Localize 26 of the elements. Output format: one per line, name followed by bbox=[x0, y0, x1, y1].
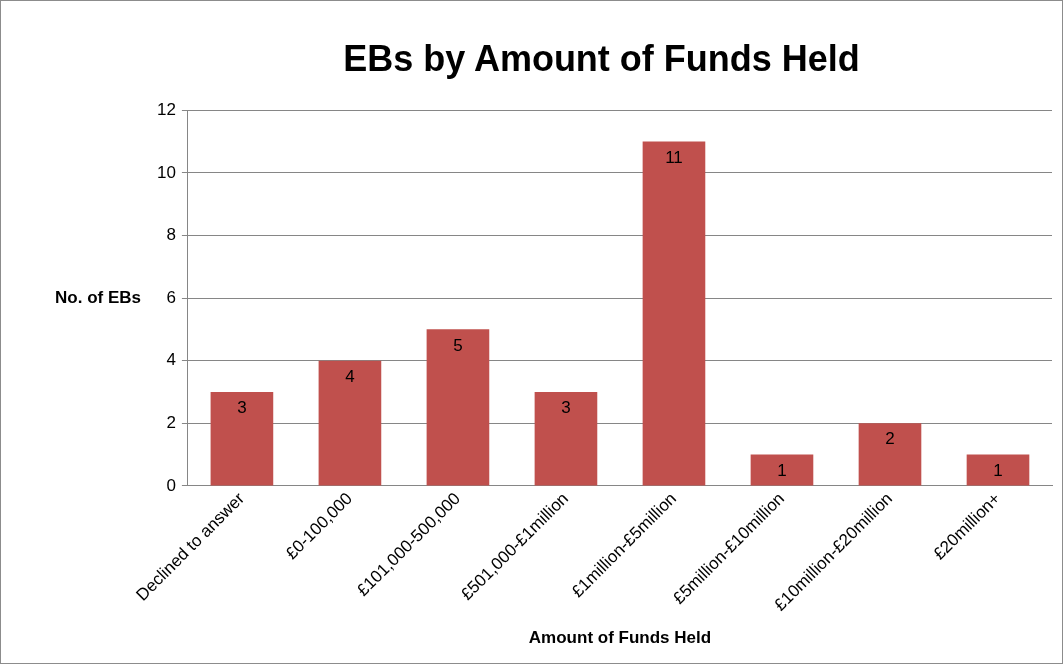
data-label: 1 bbox=[777, 460, 787, 480]
y-tick-label: 4 bbox=[166, 350, 176, 370]
y-tick-label: 10 bbox=[156, 162, 176, 182]
y-tick-label: 2 bbox=[166, 412, 176, 432]
bar bbox=[642, 141, 706, 486]
bar bbox=[534, 391, 598, 486]
bar bbox=[966, 454, 1030, 486]
bar bbox=[858, 423, 922, 486]
data-label: 3 bbox=[561, 398, 571, 418]
y-tick-label: 8 bbox=[166, 225, 176, 245]
y-tick-label: 12 bbox=[156, 99, 176, 119]
x-axis-title: Amount of Funds Held bbox=[528, 628, 712, 648]
y-axis-title: No. of EBs bbox=[55, 287, 141, 307]
data-label: 2 bbox=[885, 429, 895, 449]
data-label: 5 bbox=[453, 335, 463, 355]
data-label: 4 bbox=[345, 366, 355, 386]
data-label: 3 bbox=[237, 398, 247, 418]
chart-title: EBs by Amount of Funds Held bbox=[343, 37, 860, 79]
bar bbox=[318, 360, 382, 486]
y-tick-label: 0 bbox=[166, 475, 176, 495]
bar bbox=[426, 329, 490, 486]
bar bbox=[210, 391, 274, 486]
data-label: 11 bbox=[665, 147, 683, 167]
y-tick-label: 6 bbox=[166, 287, 176, 307]
bar bbox=[750, 454, 814, 486]
data-label: 1 bbox=[993, 460, 1003, 480]
